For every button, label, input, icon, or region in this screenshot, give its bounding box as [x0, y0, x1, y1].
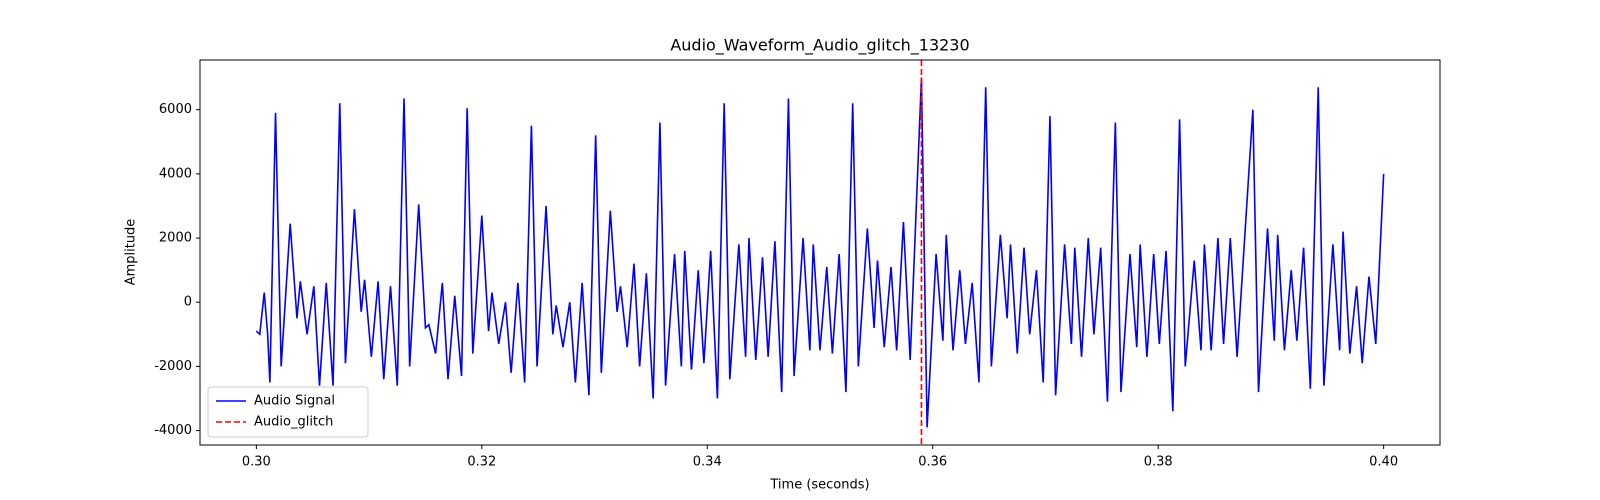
- x-axis-label: Time (seconds): [769, 478, 869, 493]
- x-tick-label: 0.34: [693, 455, 722, 470]
- x-tick-label: 0.40: [1369, 455, 1398, 470]
- waveform-line: [255, 77, 1385, 428]
- chart-title: Audio_Waveform_Audio_glitch_13230: [670, 36, 969, 56]
- legend-box: [207, 386, 369, 438]
- x-tick-label: 0.36: [918, 455, 947, 470]
- y-tick-label: 6000: [159, 102, 192, 117]
- plot-frame: [199, 59, 1441, 446]
- x-tick-label: 0.30: [242, 455, 271, 470]
- y-axis-label: Amplitude: [124, 219, 139, 286]
- x-tick-label: 0.38: [1144, 455, 1173, 470]
- y-tick-label: 2000: [159, 231, 192, 246]
- x-tick-label: 0.32: [467, 455, 496, 470]
- y-tick-label: 4000: [159, 166, 192, 181]
- legend-label: Audio Signal: [254, 394, 335, 409]
- y-tick-label: -2000: [154, 359, 192, 374]
- legend-label: Audio_glitch: [254, 415, 333, 430]
- y-tick-label: 0: [184, 295, 192, 310]
- y-tick-label: -4000: [154, 423, 192, 438]
